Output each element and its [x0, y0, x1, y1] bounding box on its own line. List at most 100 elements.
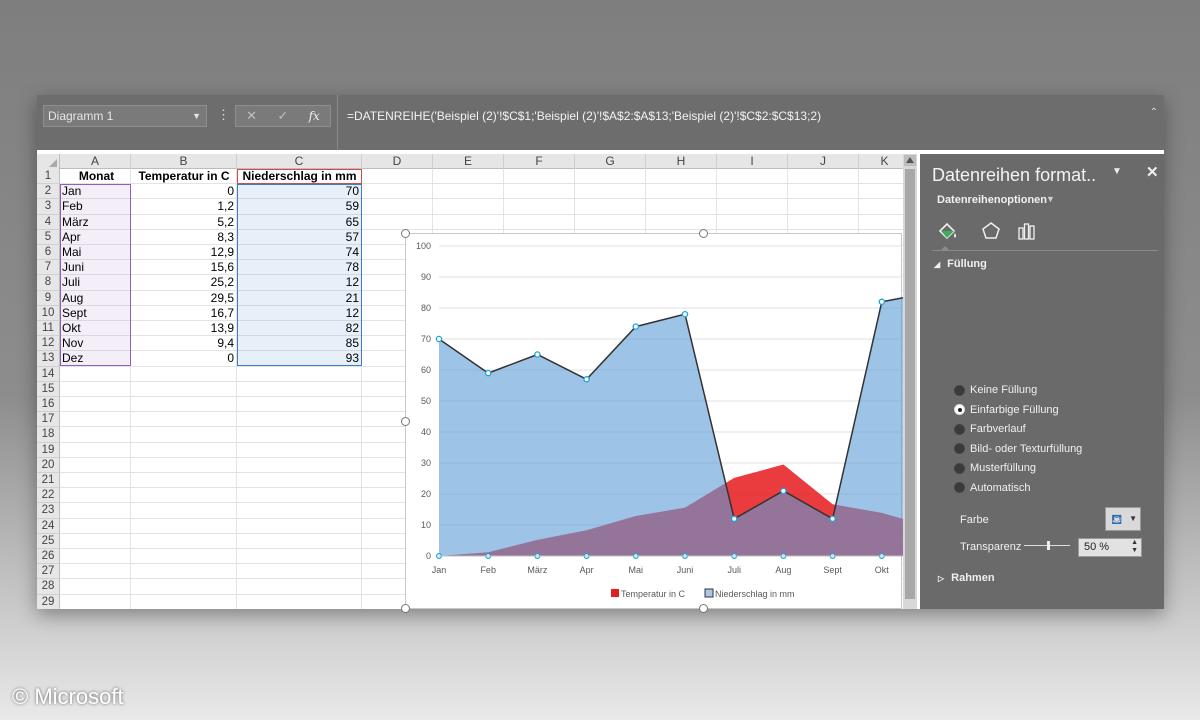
bar-chart-icon[interactable]	[1015, 220, 1037, 242]
radio-button[interactable]	[954, 404, 965, 415]
month-cell[interactable]: Apr	[62, 229, 81, 244]
row-header[interactable]: 15	[37, 381, 60, 397]
precipitation-cell[interactable]: 70	[345, 184, 359, 199]
scroll-thumb[interactable]	[905, 169, 915, 599]
row-header[interactable]: 12	[37, 336, 60, 352]
row-header[interactable]: 19	[37, 442, 60, 458]
resize-handle[interactable]	[401, 417, 410, 426]
row-header[interactable]: 17	[37, 412, 60, 428]
spinner-icon[interactable]: ▲ ▼	[1131, 539, 1138, 554]
row-header[interactable]: 21	[37, 473, 60, 489]
select-all-button[interactable]	[37, 154, 60, 169]
column-header-i[interactable]: I	[717, 154, 788, 169]
column-header-a[interactable]: A	[60, 154, 131, 169]
transparency-input[interactable]: 50 % ▲ ▼	[1078, 538, 1142, 557]
precipitation-cell[interactable]: 74	[345, 245, 359, 259]
resize-handle[interactable]	[401, 229, 410, 238]
scroll-up-button[interactable]	[904, 155, 916, 166]
month-cell[interactable]: Dez	[62, 351, 84, 366]
row-header[interactable]: 22	[37, 488, 60, 504]
chevron-down-icon[interactable]: ▼	[1046, 194, 1055, 204]
row-header[interactable]: 9	[37, 290, 60, 306]
row-header[interactable]: 27	[37, 564, 60, 580]
chart-object[interactable]: 0 10 20 30 40 50 60 70 80 90 100 Jan Feb März Apr Mai Ju…	[405, 233, 903, 609]
temperature-cell[interactable]: 25,2	[210, 275, 234, 290]
row-header[interactable]: 3	[37, 199, 60, 215]
row-header[interactable]: 24	[37, 518, 60, 534]
column-header-h[interactable]: H	[646, 154, 717, 169]
transparency-slider-knob[interactable]	[1047, 541, 1050, 550]
precipitation-cell[interactable]: 93	[345, 351, 359, 366]
close-icon[interactable]: ✕	[1146, 164, 1159, 181]
temperature-cell[interactable]: 9,4	[217, 336, 234, 351]
column-header-j[interactable]: J	[788, 154, 859, 169]
row-header[interactable]: 5	[37, 229, 60, 245]
row-header[interactable]: 25	[37, 533, 60, 549]
series-options-dropdown[interactable]: Datenreihenoptionen	[937, 194, 1048, 206]
temperature-cell[interactable]: 8,3	[217, 229, 234, 244]
row-header[interactable]: 26	[37, 549, 60, 565]
temperature-cell[interactable]: 0	[227, 351, 234, 366]
row-header[interactable]: 4	[37, 214, 60, 230]
precipitation-cell[interactable]: 82	[345, 321, 359, 335]
section-border[interactable]: ▷ Rahmen	[938, 572, 995, 584]
resize-handle[interactable]	[699, 229, 708, 238]
row-header[interactable]: 7	[37, 260, 60, 276]
fill-option[interactable]: Automatisch	[954, 482, 1031, 494]
header-cell[interactable]: Niederschlag in mm	[242, 169, 357, 183]
column-header-g[interactable]: G	[575, 154, 646, 169]
row-header[interactable]: 2	[37, 184, 60, 200]
more-options-icon[interactable]: ⋮	[217, 107, 230, 122]
month-cell[interactable]: Sept	[62, 305, 87, 320]
row-header[interactable]: 14	[37, 366, 60, 382]
insert-function-button[interactable]: fx	[308, 109, 320, 123]
row-header[interactable]: 29	[37, 594, 60, 609]
month-cell[interactable]: Nov	[62, 336, 84, 351]
precipitation-cell[interactable]: 57	[345, 229, 359, 244]
fill-option[interactable]: Bild- oder Texturfüllung	[954, 443, 1082, 455]
row-header[interactable]: 11	[37, 321, 60, 337]
collapse-formula-icon[interactable]: ⌃	[1149, 107, 1158, 118]
row-header[interactable]: 8	[37, 275, 60, 291]
section-fill[interactable]: ◢ Füllung	[934, 258, 987, 270]
month-cell[interactable]: Mai	[62, 245, 82, 259]
chevron-down-icon[interactable]: ▼	[192, 111, 201, 121]
temperature-cell[interactable]: 0	[227, 184, 234, 199]
fill-bucket-icon[interactable]	[936, 220, 958, 242]
cancel-button[interactable]: ✕	[246, 108, 258, 123]
header-cell[interactable]: Temperatur in C	[138, 169, 230, 183]
resize-handle[interactable]	[401, 604, 410, 613]
row-header[interactable]: 18	[37, 427, 60, 443]
month-cell[interactable]: Aug	[62, 290, 84, 305]
month-cell[interactable]: Okt	[62, 321, 81, 335]
column-header-c[interactable]: C	[237, 154, 362, 169]
precipitation-cell[interactable]: 65	[345, 214, 359, 229]
column-header-e[interactable]: E	[433, 154, 504, 169]
fill-option[interactable]: Einfarbige Füllung	[954, 404, 1059, 416]
precipitation-cell[interactable]: 78	[345, 260, 359, 275]
precipitation-cell[interactable]: 59	[345, 199, 359, 214]
temperature-cell[interactable]: 13,9	[210, 321, 234, 335]
precipitation-cell[interactable]: 85	[345, 336, 359, 351]
fill-option[interactable]: Keine Füllung	[954, 384, 1037, 396]
column-header-b[interactable]: B	[131, 154, 237, 169]
row-header[interactable]: 10	[37, 305, 60, 321]
row-header[interactable]: 13	[37, 351, 60, 367]
pentagon-icon[interactable]	[980, 220, 1002, 242]
month-cell[interactable]: Feb	[62, 199, 83, 214]
column-header-f[interactable]: F	[504, 154, 575, 169]
radio-button[interactable]	[954, 384, 965, 396]
enter-button[interactable]: ✓	[277, 108, 289, 123]
precipitation-cell[interactable]: 12	[345, 275, 359, 290]
radio-button[interactable]	[954, 482, 965, 493]
month-cell[interactable]: Juni	[62, 260, 85, 275]
row-header[interactable]: 28	[37, 579, 60, 595]
temperature-cell[interactable]: 12,9	[210, 245, 234, 259]
temperature-cell[interactable]: 15,6	[210, 260, 234, 275]
month-cell[interactable]: März	[62, 214, 89, 229]
fill-color-button[interactable]: ⛾ ▼	[1105, 507, 1141, 531]
radio-button[interactable]	[954, 423, 965, 435]
row-header[interactable]: 1	[37, 169, 60, 185]
fill-option[interactable]: Farbverlauf	[954, 423, 1026, 435]
temperature-cell[interactable]: 1,2	[217, 199, 234, 214]
